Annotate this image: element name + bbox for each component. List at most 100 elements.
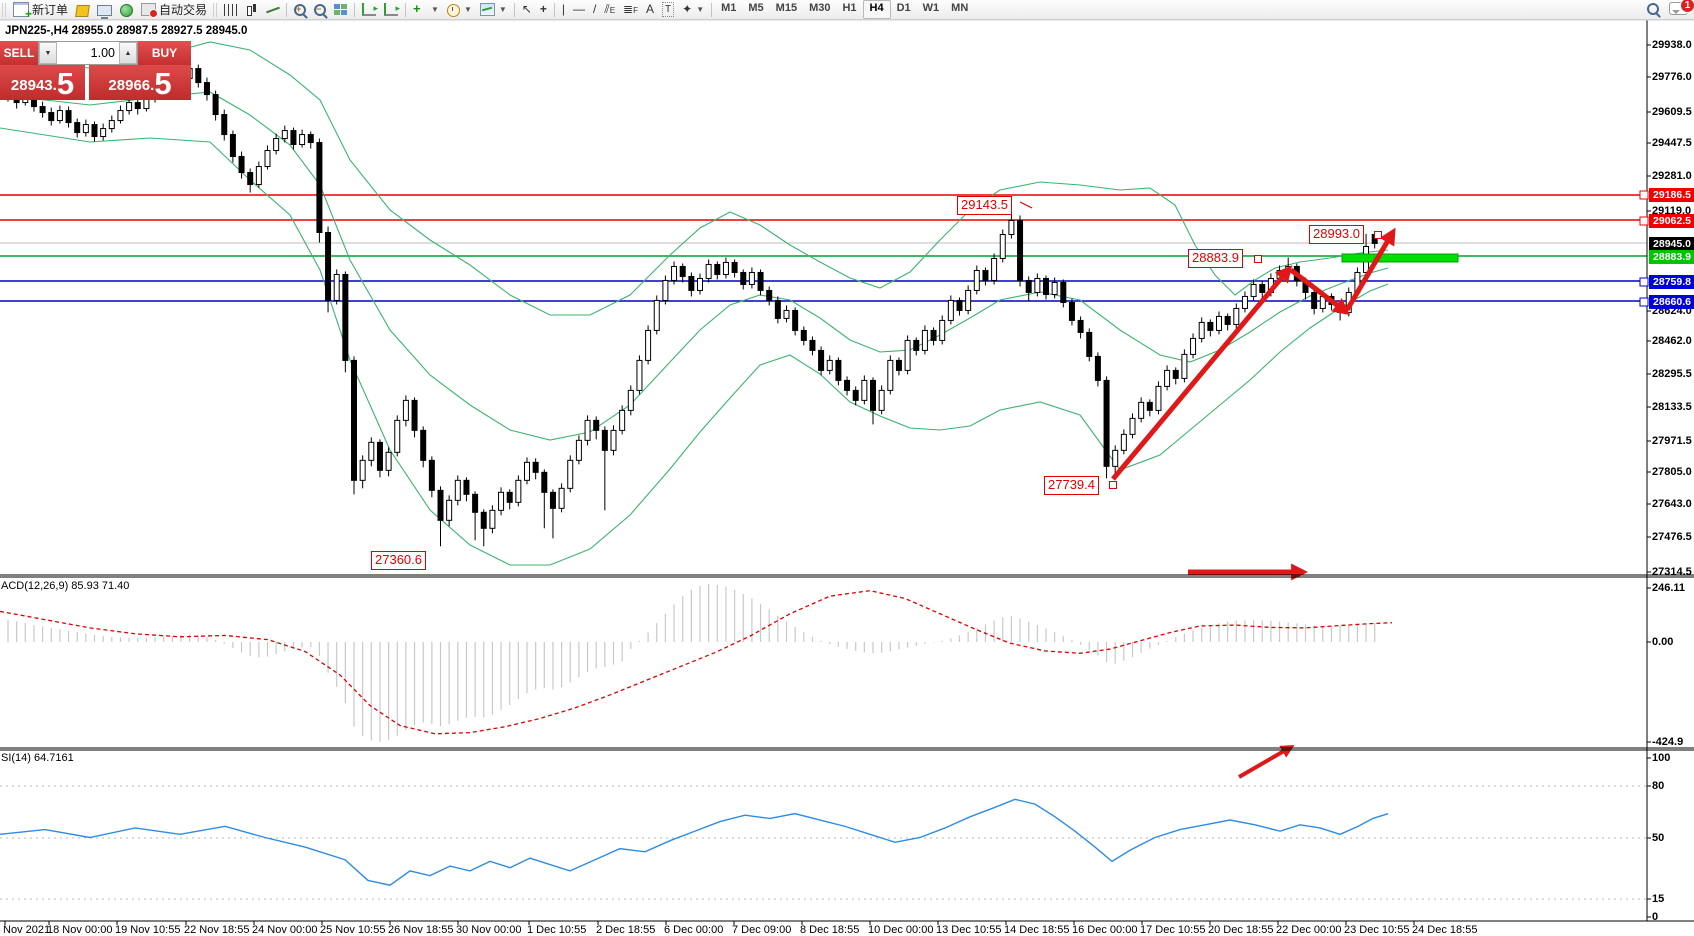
annotation-handle[interactable] — [1109, 481, 1117, 489]
tf-button-M15[interactable]: M15 — [775, 2, 798, 14]
tf-button-D1[interactable]: D1 — [896, 2, 911, 14]
rsi-scale-label: 15 — [1652, 893, 1665, 905]
new-order-button[interactable]: 新订单 — [9, 1, 72, 21]
line-handle[interactable] — [1639, 216, 1649, 226]
auto-scroll-icon — [362, 3, 378, 16]
time-axis-label: 24 Dec 18:55 — [1412, 924, 1478, 936]
search-icon[interactable] — [1647, 3, 1659, 15]
price-annotation-27739.4[interactable]: 27739.4 — [1044, 476, 1099, 495]
cursor-tool[interactable]: ↖ — [518, 1, 536, 18]
buy-price-main: 28966 — [108, 77, 151, 94]
strategy-tester-button[interactable] — [116, 1, 137, 18]
auto-trading-icon — [141, 3, 159, 18]
price-annotation-28993.0[interactable]: 28993.0 — [1309, 225, 1364, 244]
price-tick-label: 28295.5 — [1652, 368, 1692, 380]
trendline-tool[interactable]: / — [589, 1, 600, 18]
timeframe-group: M1 M5 M15 M30 H1 H4 D1 W1 MN — [715, 0, 974, 19]
time-axis-label: 16 Dec 00:00 — [1072, 924, 1138, 936]
annotation-handle[interactable] — [1374, 231, 1382, 239]
indicator-arrow[interactable] — [1238, 744, 1295, 779]
vline-icon: | — [561, 2, 565, 16]
time-axis-label: 25 Nov 10:55 — [320, 924, 386, 936]
terminal-button[interactable] — [93, 1, 116, 19]
trend-arrow[interactable] — [1111, 265, 1293, 481]
globe-icon — [120, 3, 134, 17]
time-axis-label: Nov 2021 — [3, 924, 51, 936]
zoom-out-button[interactable]: − — [310, 1, 330, 18]
periods-button[interactable]: ▼ — [443, 1, 476, 18]
monitor-icon — [97, 4, 113, 19]
bar-chart-button[interactable] — [220, 1, 241, 18]
price-tick-label: 29776.0 — [1652, 71, 1692, 83]
macd-signal-line — [0, 590, 1393, 735]
annotation-handle[interactable] — [1254, 255, 1262, 263]
auto-trading-label: 自动交易 — [159, 3, 208, 17]
time-axis-label: 7 Dec 09:00 — [732, 924, 792, 936]
tf-button-M5[interactable]: M5 — [748, 2, 764, 14]
time-axis-label: 30 Nov 00:00 — [456, 924, 522, 936]
notifications-icon[interactable]: 1 — [1669, 0, 1694, 15]
buy-button[interactable]: BUY — [138, 41, 191, 65]
hline-icon: — — [573, 2, 585, 16]
auto-trading-button[interactable]: 自动交易 — [137, 1, 211, 18]
price-annotation-27360.6[interactable]: 27360.6 — [371, 551, 426, 570]
tf-button-H4[interactable]: H4 — [862, 0, 891, 19]
templates-button[interactable]: ▼ — [476, 1, 511, 18]
time-axis-label: 14 Dec 18:55 — [1004, 924, 1070, 936]
tf-button-MN[interactable]: MN — [951, 2, 969, 14]
time-axis-label: 2 Dec 18:55 — [596, 924, 656, 936]
shapes-tool[interactable]: ✦ ▼ — [682, 2, 705, 16]
line-handle[interactable] — [1639, 297, 1649, 307]
volume-up-button[interactable]: ▲ — [119, 42, 137, 64]
tf-button-H1[interactable]: H1 — [842, 2, 857, 14]
zoom-in-icon: + — [294, 4, 307, 16]
bar-chart-icon — [224, 3, 238, 16]
tf-button-M1[interactable]: M1 — [721, 2, 737, 14]
toolbar: 新订单 自动交易 + − +▼ ▼ ▼ ↖ + | — / ⫽E ≣F A T — [0, 0, 1694, 21]
tile-windows-button[interactable] — [330, 1, 351, 18]
chart-symbol-title: JPN225-,H4 28955.0 28987.5 28927.5 28945… — [5, 25, 248, 37]
hline-tool[interactable]: — — [569, 1, 589, 18]
volume-input[interactable]: 1.00 — [90, 46, 115, 60]
tf-button-M30[interactable]: M30 — [809, 2, 831, 14]
label-tool[interactable]: T — [658, 1, 678, 18]
line-handle[interactable] — [1639, 277, 1649, 287]
auto-scroll-button[interactable] — [358, 1, 380, 18]
indicators-icon: + — [413, 1, 421, 16]
volume-down-button[interactable]: ▼ — [39, 42, 57, 64]
toolbar-grip — [2, 2, 7, 17]
green-highlight-bar[interactable] — [1341, 253, 1459, 263]
macd-scale-label: -424.9 — [1652, 736, 1684, 748]
chart-window[interactable]: JPN225-,H4 28955.0 28987.5 28927.5 28945… — [0, 19, 1694, 936]
channel-tool[interactable]: ⫽E — [600, 1, 619, 18]
indicators-button[interactable]: + ▼ — [413, 1, 439, 16]
chart-shift-button[interactable] — [380, 1, 402, 18]
price-annotation-29143.5[interactable]: 29143.5 — [957, 196, 1012, 215]
line-handle[interactable] — [1639, 190, 1649, 200]
text-tool[interactable]: A — [642, 1, 658, 18]
toolbar-grip — [213, 2, 219, 17]
zoom-in-button[interactable]: + — [290, 1, 310, 18]
rsi-scale-label: 0 — [1652, 911, 1659, 923]
time-axis-label: 1 Dec 10:55 — [527, 924, 587, 936]
trend-arrow[interactable] — [1289, 268, 1351, 316]
new-order-icon — [13, 2, 32, 21]
time-axis-label: 22 Dec 00:00 — [1276, 924, 1342, 936]
vline-tool[interactable]: | — [558, 1, 569, 18]
time-axis-label: 22 Nov 18:55 — [184, 924, 250, 936]
candle-chart-button[interactable] — [241, 1, 262, 18]
trend-arrow[interactable] — [1344, 227, 1396, 312]
tf-button-W1[interactable]: W1 — [922, 2, 940, 14]
notification-count-badge: 1 — [1680, 0, 1694, 13]
time-axis-label: 23 Dec 10:55 — [1344, 924, 1410, 936]
buy-price[interactable]: 28966. 5 — [89, 65, 191, 100]
crosshair-tool[interactable]: + — [536, 1, 551, 18]
fibonacci-tool[interactable]: ≣F — [619, 1, 642, 18]
sell-button[interactable]: SELL — [0, 41, 38, 65]
crosshair-icon: + — [539, 2, 547, 16]
price-annotation-28883.9[interactable]: 28883.9 — [1188, 249, 1243, 268]
sell-price[interactable]: 28943. 5 — [0, 65, 85, 100]
cursor-icon: ↖ — [521, 2, 532, 16]
